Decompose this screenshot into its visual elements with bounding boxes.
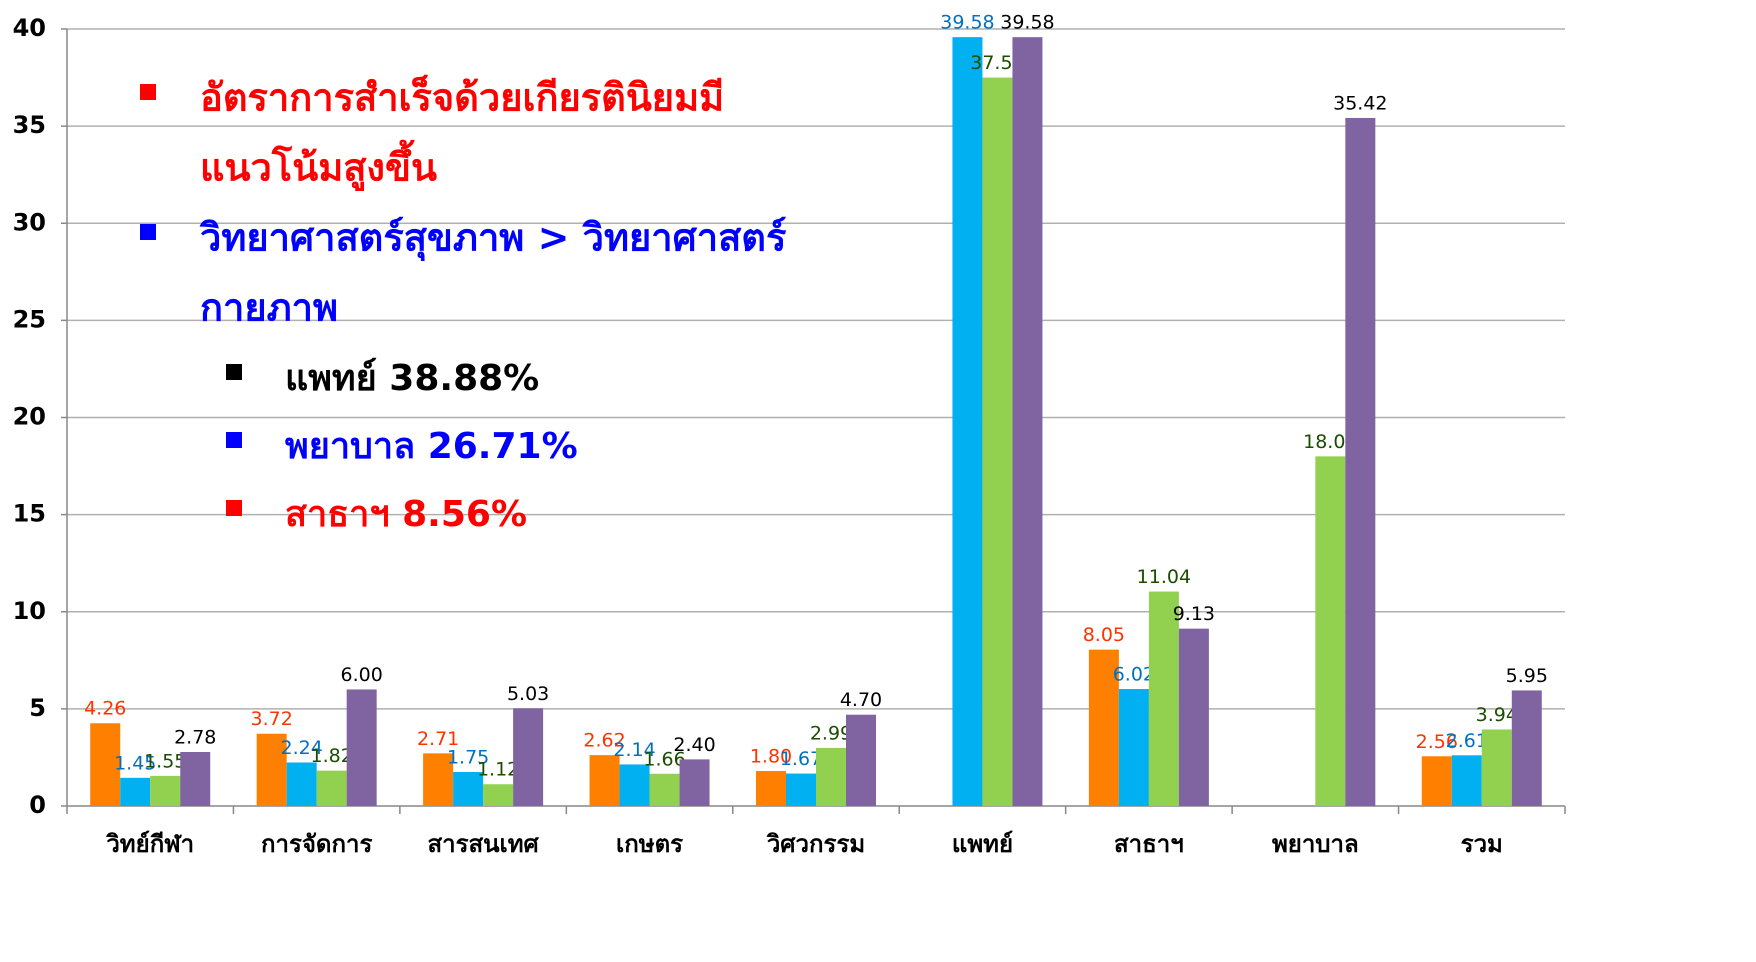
bar bbox=[316, 770, 347, 806]
bar bbox=[1148, 591, 1179, 806]
data-label: 18.00 bbox=[1303, 431, 1357, 453]
bar bbox=[679, 759, 710, 806]
bar bbox=[952, 37, 983, 806]
y-tick-label: 40 bbox=[13, 14, 46, 42]
bar bbox=[1315, 456, 1346, 806]
data-label: 2.62 bbox=[583, 730, 625, 752]
y-tick-label: 30 bbox=[13, 208, 46, 236]
annotation: กายภาพ bbox=[200, 286, 338, 330]
data-label: 2.61 bbox=[1446, 730, 1488, 752]
data-label: 39.58 bbox=[1000, 12, 1054, 34]
annotation: แพทย์ 38.88% bbox=[285, 357, 539, 399]
x-tick-label: วิทย์กีฬา bbox=[106, 830, 194, 858]
data-label: 2.71 bbox=[417, 728, 459, 750]
bar bbox=[1481, 729, 1512, 806]
bullet bbox=[140, 84, 156, 100]
bar bbox=[180, 751, 211, 806]
y-tick-label: 20 bbox=[13, 403, 46, 431]
data-label: 2.40 bbox=[673, 734, 715, 756]
bar bbox=[90, 723, 121, 806]
bullet bbox=[226, 364, 242, 380]
y-tick-label: 15 bbox=[13, 500, 46, 528]
bar bbox=[786, 773, 816, 806]
bar bbox=[423, 753, 454, 806]
data-label: 9.13 bbox=[1173, 603, 1215, 625]
data-label: 2.56 bbox=[1416, 731, 1458, 753]
bar bbox=[513, 708, 544, 806]
x-tick-label: แพทย์ bbox=[952, 830, 1013, 858]
annotation: สาธาฯ 8.56% bbox=[285, 494, 527, 535]
x-tick-label: เกษตร bbox=[616, 830, 683, 858]
bar bbox=[1178, 628, 1209, 806]
data-label: 1.80 bbox=[750, 746, 792, 768]
bar bbox=[1451, 755, 1482, 806]
data-label: 4.70 bbox=[840, 689, 882, 711]
data-label: 5.03 bbox=[507, 683, 549, 705]
data-label: 11.04 bbox=[1137, 566, 1191, 588]
data-label: 8.05 bbox=[1083, 624, 1125, 646]
bar bbox=[1421, 756, 1452, 806]
data-label: 2.78 bbox=[174, 726, 216, 748]
bar bbox=[846, 714, 876, 806]
y-tick-label: 10 bbox=[13, 597, 46, 625]
bar bbox=[150, 775, 181, 806]
data-label: 2.24 bbox=[281, 737, 323, 759]
x-tick-label: รวม bbox=[1461, 830, 1503, 858]
x-tick-label: พยาบาล bbox=[1272, 830, 1359, 858]
data-label: 3.72 bbox=[251, 708, 293, 730]
bar bbox=[756, 771, 786, 806]
annotation: อัตราการสำเร็จด้วยเกียรตินิยมมี bbox=[200, 75, 724, 120]
bar bbox=[982, 77, 1013, 806]
data-label: 6.02 bbox=[1113, 664, 1155, 686]
annotation: วิทยาศาสตร์สุขภาพ > วิทยาศาสตร์ bbox=[199, 216, 787, 262]
data-label: 5.95 bbox=[1506, 665, 1548, 687]
bullet bbox=[226, 500, 242, 516]
data-label: 1.45 bbox=[114, 752, 156, 774]
data-label: 37.50 bbox=[970, 52, 1024, 74]
bar bbox=[649, 773, 680, 806]
bar bbox=[1345, 117, 1376, 807]
bar bbox=[453, 772, 484, 806]
bar bbox=[120, 777, 151, 806]
data-label: 2.99 bbox=[810, 722, 852, 744]
bullet bbox=[226, 432, 242, 448]
bar bbox=[483, 784, 514, 806]
y-tick-label: 25 bbox=[13, 305, 46, 333]
bar bbox=[1118, 689, 1149, 806]
bar bbox=[346, 689, 377, 806]
bar bbox=[286, 762, 317, 806]
annotation: พยาบาล 26.71% bbox=[285, 426, 578, 467]
x-tick-label: สาธาฯ bbox=[1114, 830, 1184, 858]
data-label: 6.00 bbox=[341, 664, 383, 686]
data-label: 35.42 bbox=[1333, 92, 1387, 114]
bar bbox=[256, 733, 287, 806]
bar bbox=[1012, 37, 1043, 806]
y-tick-label: 35 bbox=[13, 111, 46, 139]
data-label: 3.94 bbox=[1476, 704, 1518, 726]
bar bbox=[1511, 690, 1542, 806]
bar bbox=[619, 764, 650, 806]
data-label: 4.26 bbox=[84, 698, 126, 720]
data-label: 1.66 bbox=[643, 748, 685, 770]
x-tick-label: สารสนเทศ bbox=[427, 830, 539, 858]
annotation: แนวโน้มสูงขึ้น bbox=[200, 140, 437, 192]
bar bbox=[816, 747, 846, 806]
data-label: 1.67 bbox=[780, 748, 822, 770]
data-label: 1.82 bbox=[311, 745, 353, 767]
bullet bbox=[140, 224, 156, 240]
data-label: 1.12 bbox=[477, 759, 519, 781]
data-label: 39.58 bbox=[940, 12, 994, 34]
bar bbox=[1088, 649, 1119, 806]
y-tick-label: 5 bbox=[29, 694, 46, 722]
y-tick-label: 0 bbox=[29, 791, 46, 819]
data-label: 2.14 bbox=[613, 739, 655, 761]
data-label: 1.75 bbox=[447, 747, 489, 769]
bar bbox=[589, 755, 620, 806]
x-tick-label: การจัดการ bbox=[261, 830, 373, 858]
data-label: 1.55 bbox=[144, 750, 186, 772]
x-tick-label: วิศวกรรม bbox=[766, 830, 865, 858]
